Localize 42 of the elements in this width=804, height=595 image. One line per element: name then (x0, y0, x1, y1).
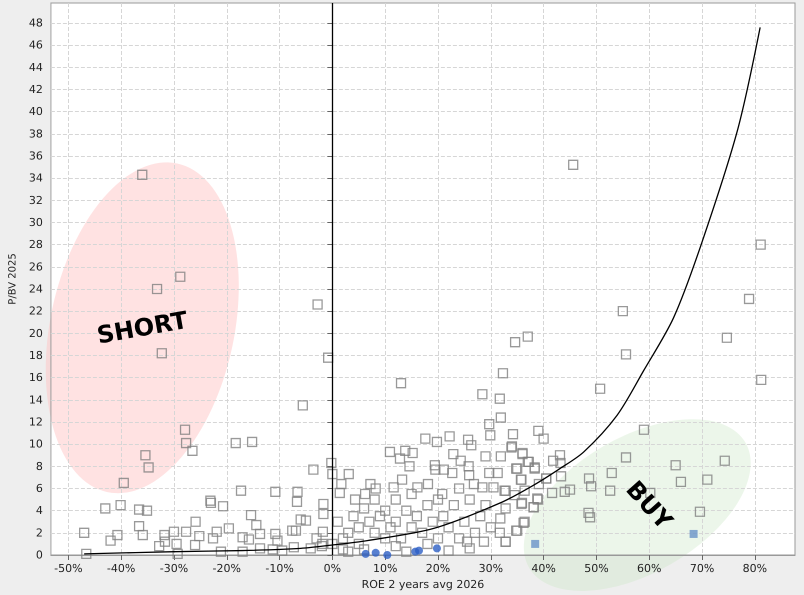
y-tick-label: 2 (36, 526, 43, 540)
y-tick-label: 28 (28, 238, 43, 252)
x-tick-label: -40% (106, 562, 136, 575)
y-tick-label: 4 (36, 504, 43, 518)
y-tick-label: 20 (28, 326, 43, 340)
y-tick-label: 16 (28, 371, 43, 384)
y-tick-label: 24 (28, 282, 43, 296)
x-tick-label: -30% (160, 562, 188, 575)
y-tick-label: 46 (28, 38, 43, 52)
x-tick-label: -50% (54, 562, 83, 575)
x-tick-label: 70% (690, 562, 714, 575)
x-tick-label: 30% (478, 562, 504, 575)
y-tick-label: 34 (28, 172, 43, 185)
y-tick-label: 32 (28, 194, 43, 207)
y-axis-title: P/BV 2025 (8, 253, 18, 305)
x-tick-label: -10% (265, 562, 294, 575)
y-tick-label: 30 (28, 216, 43, 229)
x-tick-label: 60% (637, 562, 662, 575)
y-tick-label: 22 (28, 304, 43, 318)
x-tick-label: 80% (742, 562, 768, 575)
x-tick-label: 20% (426, 562, 450, 575)
x-axis-title: ROE 2 years avg 2026 (362, 578, 484, 591)
y-tick-label: 38 (28, 127, 43, 140)
annotation: SHORT (94, 306, 190, 350)
x-tick-label: 50% (584, 562, 609, 575)
y-tick-label: 6 (36, 482, 43, 495)
y-tick-label: 40 (28, 105, 43, 118)
y-tick-label: 12 (28, 415, 43, 428)
y-tick-label: 42 (28, 82, 43, 96)
y-tick-label: 8 (36, 460, 43, 473)
y-tick-label: 10 (28, 438, 43, 451)
y-tick-label: 18 (28, 348, 43, 362)
y-tick-label: 0 (36, 548, 43, 562)
x-tick-label: 40% (531, 562, 556, 575)
y-tick-label: 48 (28, 16, 43, 30)
y-tick-label: 26 (28, 260, 43, 274)
y-tick-label: 44 (28, 60, 43, 74)
x-tick-label: -20% (212, 562, 241, 575)
x-tick-label: 0% (324, 562, 342, 575)
y-tick-label: 36 (28, 149, 43, 162)
y-tick-label: 14 (28, 393, 43, 406)
x-tick-label: 10% (372, 562, 398, 575)
